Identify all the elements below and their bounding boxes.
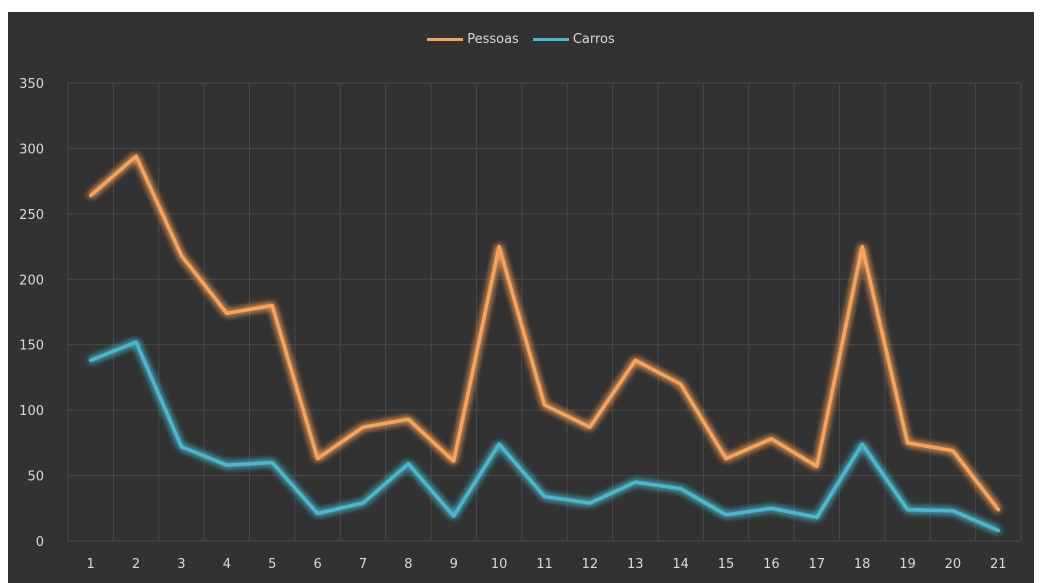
chart-area: Pessoas Carros 0 50 100 150 200 250 300 350 1 2 3 4…: [8, 12, 1034, 583]
y-tick-label: 300: [19, 142, 44, 157]
y-tick-label: 200: [19, 273, 44, 288]
y-tick-label: 250: [19, 208, 44, 223]
x-tick-label: 3: [177, 557, 185, 572]
x-tick-label: 7: [359, 557, 367, 572]
x-tick-label: 2: [132, 557, 140, 572]
x-tick-label: 18: [854, 557, 871, 572]
x-tick-label: 10: [491, 557, 508, 572]
x-tick-label: 17: [809, 557, 826, 572]
legend-item-pessoas: Pessoas: [427, 32, 519, 47]
legend-label-pessoas: Pessoas: [467, 32, 519, 47]
x-tick-label: 8: [404, 557, 412, 572]
x-tick-label: 9: [450, 557, 458, 572]
x-tick-label: 20: [945, 557, 962, 572]
x-tick-label: 1: [87, 557, 95, 572]
x-tick-label: 4: [223, 557, 231, 572]
x-tick-label: 19: [899, 557, 916, 572]
x-tick-label: 11: [536, 557, 553, 572]
legend-swatch-pessoas: [427, 38, 464, 41]
series-line-pessoas: [88, 154, 1001, 512]
x-tick-label: 21: [990, 557, 1007, 572]
x-tick-label: 12: [582, 557, 599, 572]
y-tick-label: 0: [36, 535, 44, 550]
series-line-carros: [88, 340, 1001, 533]
y-tick-label: 150: [19, 339, 44, 354]
legend-swatch-carros: [532, 38, 569, 41]
y-tick-label: 100: [19, 404, 44, 419]
x-tick-label: 13: [627, 557, 644, 572]
x-tick-label: 15: [718, 557, 735, 572]
legend-label-carros: Carros: [572, 32, 615, 47]
x-tick-label: 5: [268, 557, 276, 572]
x-tick-label: 14: [672, 557, 689, 572]
x-tick-label: 6: [313, 557, 321, 572]
legend: Pessoas Carros: [8, 32, 1034, 47]
x-tick-label: 16: [763, 557, 780, 572]
y-tick-label: 350: [19, 77, 44, 92]
legend-item-carros: Carros: [532, 32, 615, 47]
y-tick-label: 50: [27, 470, 44, 485]
